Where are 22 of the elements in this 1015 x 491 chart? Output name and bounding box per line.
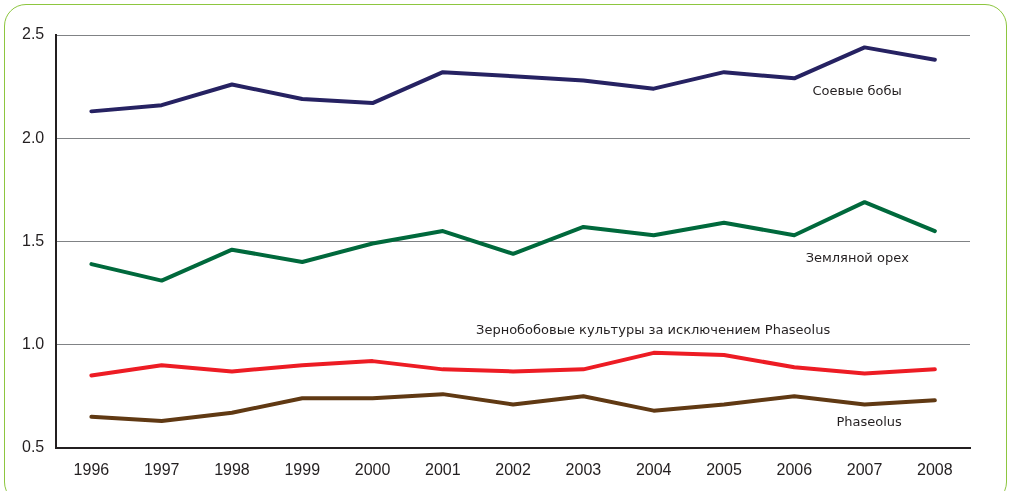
x-tick-label: 2007	[846, 460, 883, 478]
series-label: Земляной орех	[805, 250, 910, 266]
x-tick-label: 1998	[214, 460, 250, 478]
x-tick-label: 2005	[706, 460, 742, 478]
x-tick-label: 2004	[635, 460, 672, 478]
x-tick-label: 1996	[73, 460, 110, 478]
x-tick-label: 2002	[495, 460, 532, 478]
x-tick-label: 1997	[143, 460, 180, 478]
x-tick-label: 2006	[776, 460, 813, 478]
series-label: Соевые бобы	[812, 83, 902, 99]
x-tick-label: 2008	[917, 460, 953, 478]
series-label: Зернобобовые культуры за исключением Phaseolus	[476, 321, 831, 337]
series-label: Phaseolus	[836, 413, 903, 429]
x-tick-label: 2000	[354, 460, 391, 478]
y-tick-label: 1.5	[21, 231, 45, 249]
y-tick-label: 2.0	[21, 128, 45, 146]
x-tick-label: 1999	[284, 460, 321, 478]
y-tick-label: 1.0	[21, 335, 45, 353]
y-tick-label: 2.5	[21, 25, 45, 43]
y-tick-label: 0.5	[21, 438, 45, 456]
x-tick-label: 2003	[565, 460, 602, 478]
x-tick-label: 2001	[425, 460, 461, 478]
